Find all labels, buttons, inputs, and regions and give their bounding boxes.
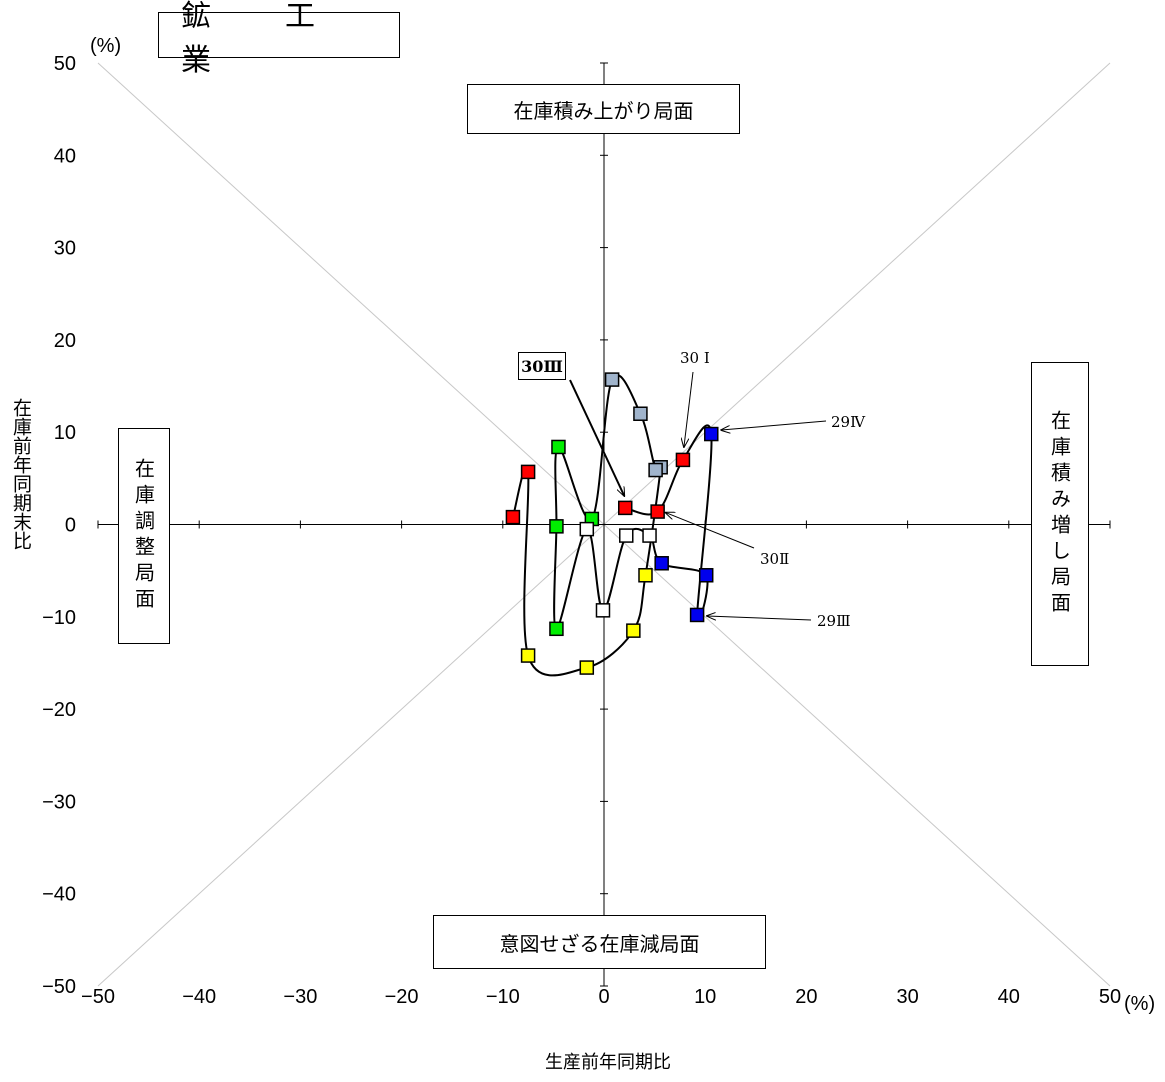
data-point: [619, 528, 634, 543]
data-point: [579, 660, 595, 675]
y-tick-label: −40: [42, 884, 76, 906]
data-point: [549, 621, 564, 637]
phase-label-right: 在庫積み増し局面: [1031, 362, 1089, 666]
x-tick-label: −10: [486, 986, 520, 1008]
annotation-label: 30 Ⅰ: [680, 349, 710, 367]
x-tick-label: 30: [896, 986, 918, 1008]
data-point: [654, 556, 669, 571]
annotation-arrow: [721, 420, 827, 430]
data-point: [650, 504, 665, 519]
series-line: [511, 374, 713, 677]
phase-label-bottom: 意図せざる在庫減局面: [433, 915, 766, 969]
data-point: [595, 603, 611, 618]
data-point: [549, 519, 564, 534]
data-point: [642, 528, 657, 543]
x-tick-label: 20: [795, 986, 817, 1008]
annotation-label: 30Ⅱ: [760, 550, 789, 568]
y-tick-label: −30: [42, 791, 76, 813]
data-series: [505, 372, 719, 677]
current-period-arrow: [569, 379, 624, 496]
x-tick-label: −20: [385, 986, 419, 1008]
data-point: [638, 568, 653, 583]
x-tick-labels: −50 −40 −30 −20 −10 0 10 20 30 40 50: [81, 986, 1121, 1008]
y-tick-label: −10: [42, 607, 76, 629]
y-tick-label: −20: [42, 699, 76, 721]
annotations: 29Ⅳ 30 Ⅰ 30Ⅱ 29Ⅲ: [569, 349, 866, 630]
chart-title: 鉱 工 業: [158, 0, 400, 78]
data-point: [505, 509, 521, 525]
y-unit-label: (%): [90, 35, 121, 57]
y-tick-label: −50: [42, 976, 76, 998]
phase-label-left: 在庫調整局面: [118, 428, 170, 644]
data-point: [704, 426, 719, 442]
x-tick-label: −30: [283, 986, 317, 1008]
data-point: [689, 607, 705, 623]
y-tick-label: 50: [54, 53, 76, 75]
annotation-label: 29Ⅲ: [817, 612, 851, 630]
data-point: [520, 464, 536, 480]
data-point: [618, 500, 633, 516]
annotation-arrow: [707, 616, 812, 621]
data-point: [633, 406, 648, 421]
y-tick-label: 40: [54, 145, 76, 167]
x-tick-label: −40: [182, 986, 216, 1008]
current-period-label: 30Ⅲ: [518, 352, 566, 380]
y-tick-labels: 50 40 30 20 10 0 −10 −20 −30 −40 −50: [42, 53, 76, 998]
annotation-label: 29Ⅳ: [831, 413, 866, 431]
data-point: [648, 462, 663, 478]
x-tick-label: 40: [998, 986, 1020, 1008]
data-point: [626, 623, 641, 638]
annotation-arrow: [684, 371, 694, 447]
x-tick-label: −50: [81, 986, 115, 1008]
data-point: [604, 372, 620, 387]
y-tick-label: 20: [54, 330, 76, 352]
data-point: [520, 648, 536, 663]
x-tick-label: 10: [694, 986, 716, 1008]
y-tick-label: 30: [54, 238, 76, 260]
data-point: [579, 521, 595, 537]
annotation-arrow: [666, 513, 755, 549]
data-point: [698, 568, 714, 583]
x-unit-label: (%): [1124, 993, 1155, 1015]
x-tick-label: 50: [1099, 986, 1121, 1008]
y-tick-label: 0: [65, 515, 76, 537]
y-axis-title: 在庫前年同期末比: [10, 398, 32, 550]
data-point: [675, 452, 691, 468]
x-tick-label: 0: [598, 986, 609, 1008]
y-tick-label: 10: [54, 422, 76, 444]
axes: [97, 62, 1111, 987]
x-axis-title: 生産前年同期比: [545, 1052, 671, 1073]
data-point: [551, 439, 566, 455]
phase-label-top: 在庫積み上がり局面: [467, 84, 740, 134]
